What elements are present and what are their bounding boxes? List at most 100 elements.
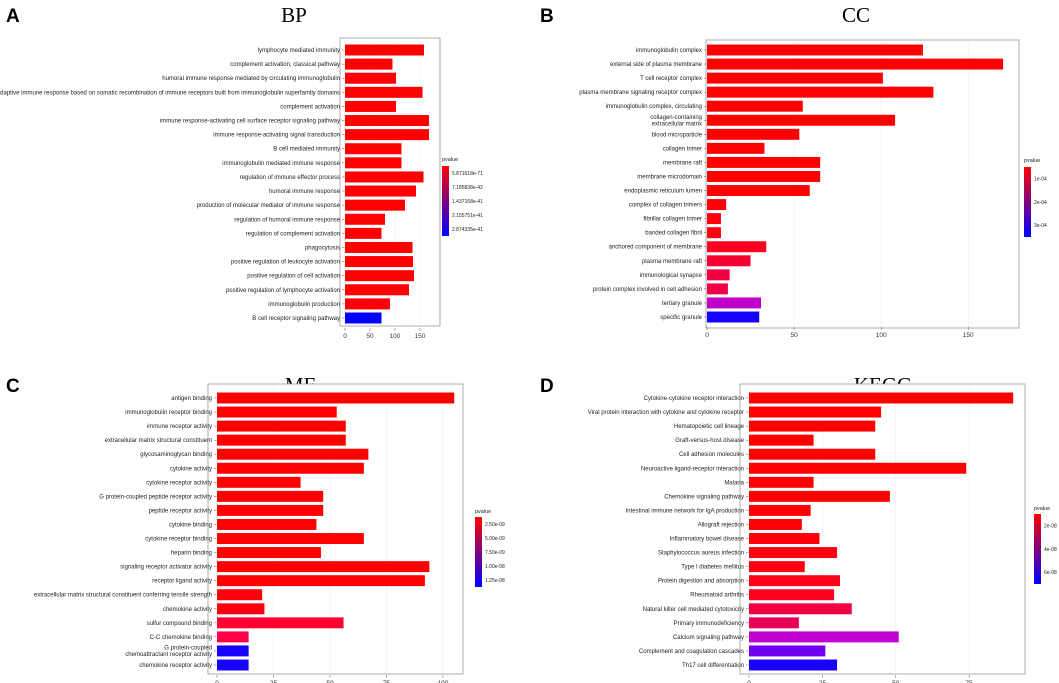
bar — [707, 44, 923, 56]
legend-label: 1.25e-08 — [485, 578, 505, 584]
category-label: regulation of immune effector process — [240, 175, 340, 181]
bar — [707, 156, 821, 168]
pvalue-legend: pvalue 5.871618e-71 7.185838e-42 1.437168e… — [442, 157, 483, 236]
category-label: cytokine activity — [170, 466, 212, 472]
category-label: Viral protein interaction with cytokine … — [588, 410, 744, 416]
category-label: immunological synapse — [640, 273, 703, 279]
bar — [749, 659, 838, 671]
category-label: C-C chemokine binding — [150, 635, 212, 641]
bar — [217, 420, 346, 432]
category-label: Allograft rejection — [698, 522, 744, 528]
bar — [707, 170, 821, 182]
category-label: Natural killer cell mediated cytotoxicit… — [643, 607, 744, 613]
category-label: banded collagen fibril — [645, 231, 702, 237]
category-label: Primary immunodeficiency — [674, 621, 744, 627]
category-label: Graft-versus-host disease — [675, 438, 744, 444]
legend-title: pvalue — [1034, 506, 1050, 512]
bar — [749, 448, 876, 460]
legend-label: 1.437168e-41 — [452, 199, 483, 205]
bar — [707, 227, 721, 239]
category-label: regulation of complement activation — [246, 231, 340, 237]
legend-label: 2.874335e-41 — [452, 227, 483, 233]
category-label: Intestinal immune network for IgA produc… — [626, 508, 744, 514]
category-label: signaling receptor activator activity — [120, 565, 212, 571]
category-label: Cytokine-cytokine receptor interaction — [644, 396, 744, 402]
bar — [345, 58, 393, 70]
bar — [217, 392, 455, 404]
category-label: phagocytosis — [305, 245, 340, 251]
bar — [707, 142, 765, 154]
category-label: Th17 cell differentiation — [682, 663, 744, 669]
legend-label: 1e-04 — [1034, 176, 1047, 182]
category-label: collagen trimer — [663, 146, 702, 152]
legend-label: 2e-08 — [1044, 523, 1057, 529]
bar — [749, 518, 802, 530]
bar — [707, 100, 803, 112]
category-label: membrane raft — [663, 160, 702, 166]
category-label: Rheumatoid arthritis — [690, 593, 744, 599]
category-label: extracellular matrix structural constitu… — [105, 438, 213, 444]
category-label: sulfur compound binding — [147, 621, 212, 627]
legend-colorbar — [1034, 514, 1041, 584]
category-label: Neuroactive ligand-receptor interaction — [641, 466, 744, 472]
bar — [217, 631, 249, 643]
bar — [217, 476, 301, 488]
pvalue-legend: pvalue 2.50e-09 5.00e-09 7.50e-09 1.00e-08 1… — [475, 509, 505, 587]
bar — [749, 575, 840, 587]
bar — [217, 462, 364, 474]
category-label: collagen-containing extracellular matrix — [650, 115, 702, 127]
category-label: complex of collagen trimers — [629, 203, 702, 209]
legend-label: 2.155751e-41 — [452, 213, 483, 219]
bar — [707, 297, 761, 309]
panel-label: A — [6, 6, 20, 27]
category-label: G protein-coupled peptide receptor activ… — [99, 494, 212, 500]
category-label: humoral immune response — [269, 189, 341, 195]
category-label: production of molecular mediator of immu… — [197, 203, 341, 209]
category-labels: lymphocyte mediated immunity complement a… — [0, 48, 345, 322]
bar — [749, 490, 890, 502]
category-label: complement activation — [280, 104, 340, 110]
category-label: B cell mediated immunity — [273, 147, 340, 153]
bar — [217, 645, 249, 657]
x-tick-label: 100 — [390, 333, 401, 340]
x-tick-label: 75 — [383, 680, 391, 683]
bar-group — [344, 40, 429, 328]
category-label: Hematopoietic cell lineage — [674, 424, 745, 430]
category-label: Complement and coagulation cascades — [639, 649, 744, 655]
category-label: humoral immune response mediated by circ… — [162, 76, 340, 82]
bar — [749, 476, 814, 488]
panel-a: A BP lymphocyte mediated immunity complem… — [0, 3, 483, 340]
bar — [749, 533, 820, 545]
panel-title: BP — [281, 3, 307, 27]
bar — [749, 561, 805, 573]
category-label: lymphocyte mediated immunity — [258, 48, 340, 54]
panel-b: B CC immunoglobulin complex external side… — [540, 3, 1047, 339]
bar — [345, 100, 396, 112]
category-label: Type I diabetes mellitus — [681, 565, 744, 571]
category-label: peptide receptor activity — [149, 508, 212, 514]
x-tick-label: 0 — [747, 680, 751, 683]
bar — [345, 213, 385, 225]
bar — [707, 199, 727, 211]
bar — [707, 114, 896, 126]
bar — [345, 227, 382, 239]
category-label: Chemokine signaling pathway — [664, 494, 744, 500]
category-label: heparin binding — [171, 551, 212, 557]
category-label: cytokine binding — [169, 522, 212, 528]
legend-colorbar — [475, 517, 482, 587]
bar-group — [706, 40, 1004, 327]
panel-label: B — [540, 6, 554, 27]
category-label: chemokine receptor activity — [139, 663, 212, 669]
category-label: blood microparticle — [652, 132, 703, 138]
category-label: Inflammatory bowel disease — [670, 537, 745, 543]
bar — [707, 241, 767, 253]
bar — [345, 312, 382, 324]
bar — [217, 406, 337, 418]
bar — [345, 129, 429, 141]
x-tick-label: 75 — [966, 680, 974, 683]
legend-label: 3e-04 — [1034, 223, 1047, 229]
bar — [345, 284, 409, 296]
x-axis-ticks: 0 25 50 75 100 — [215, 674, 449, 683]
category-label: Cell adhesion molecules — [679, 452, 744, 458]
